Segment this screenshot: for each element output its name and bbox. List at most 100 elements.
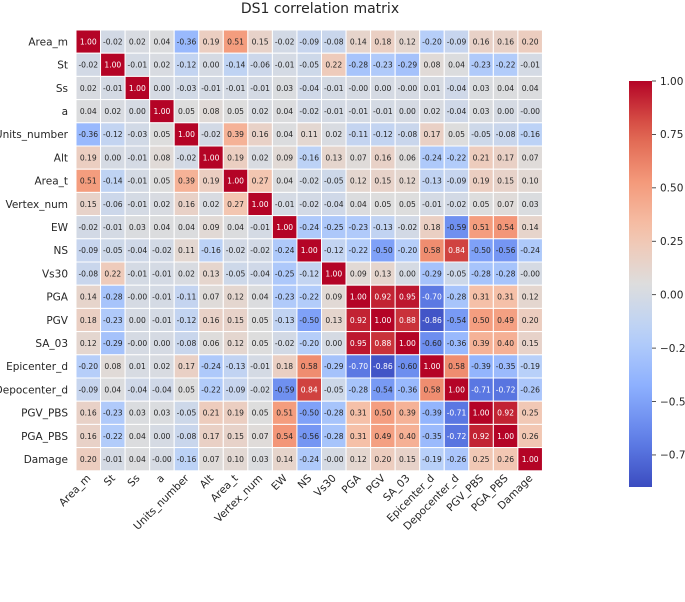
cell-value-label: -0.09 (226, 385, 246, 394)
y-tick-label: Epicenter_d (6, 361, 68, 373)
cell-value-label: -0.05 (103, 246, 123, 255)
cell-value-label: 0.16 (374, 153, 391, 162)
cell-value-label: -0.12 (103, 130, 123, 139)
cell-value-label: -0.01 (348, 107, 368, 116)
cell-value-label: 0.05 (153, 130, 170, 139)
y-tick-label: Units_number (0, 129, 69, 141)
cell-value-label: -0.01 (103, 455, 123, 464)
cell-value-label: 0.02 (252, 153, 269, 162)
y-tick-label: SA_03 (35, 338, 68, 350)
colorbar-tick-label: 0.25 (660, 236, 683, 248)
cell-value-label: 0.14 (522, 223, 539, 232)
cell-value-label: 0.03 (473, 107, 490, 116)
cell-value-label: 0.12 (80, 339, 97, 348)
cell-value-label: 1.00 (325, 269, 342, 278)
cell-value-label: -0.39 (422, 409, 442, 418)
cell-value-label: -0.01 (152, 293, 172, 302)
cell-value-label: 0.04 (350, 200, 367, 209)
cell-value-label: -0.04 (128, 246, 148, 255)
cell-value-label: 0.03 (252, 455, 269, 464)
cell-value-label: -0.20 (398, 246, 418, 255)
cell-value-label: -0.35 (422, 432, 442, 441)
cell-value-label: 0.07 (203, 455, 220, 464)
cell-value-label: 0.58 (424, 246, 441, 255)
cell-value-label: -0.23 (471, 61, 491, 70)
cell-value-label: 0.01 (424, 84, 441, 93)
cell-value-label: 0.21 (473, 153, 490, 162)
y-tick-label: PGV (46, 315, 68, 327)
cell-value-label: 0.54 (497, 223, 514, 232)
cell-value-label: -0.54 (373, 385, 393, 394)
cell-value-label: 0.16 (203, 316, 220, 325)
cell-value-label: -0.70 (422, 293, 442, 302)
y-tick-label: Damage (24, 454, 68, 466)
cell-value-label: 0.08 (104, 362, 121, 371)
cell-value-label: 0.40 (497, 339, 514, 348)
cell-value-label: 0.17 (203, 432, 220, 441)
cell-value-label: 0.05 (252, 409, 269, 418)
cell-value-label: 0.92 (350, 316, 367, 325)
cell-value-label: -0.50 (471, 246, 491, 255)
cell-value-label: -0.04 (128, 385, 148, 394)
cell-value-label: -0.72 (496, 385, 516, 394)
cell-value-label: 0.02 (203, 200, 220, 209)
cell-value-label: -0.72 (447, 432, 467, 441)
cell-value-label: 0.51 (473, 223, 490, 232)
cell-value-label: 0.04 (153, 223, 170, 232)
cell-value-label: 0.19 (203, 177, 220, 186)
cell-value-label: 0.05 (178, 107, 195, 116)
cell-value-label: 0.18 (276, 362, 293, 371)
cell-value-label: 0.40 (399, 432, 416, 441)
cell-value-label: 0.17 (497, 153, 514, 162)
cell-value-label: -0.05 (226, 269, 246, 278)
cell-value-label: -0.05 (447, 269, 467, 278)
cell-value-label: 0.25 (522, 409, 539, 418)
cell-value-label: -0.23 (373, 61, 393, 70)
cell-value-label: -0.09 (447, 177, 467, 186)
cell-value-label: 0.14 (276, 455, 293, 464)
cell-value-label: -0.19 (520, 362, 540, 371)
cell-value-label: 0.84 (448, 246, 465, 255)
cell-value-label: -0.56 (299, 432, 319, 441)
cell-value-label: 0.84 (301, 385, 318, 394)
cell-value-label: 0.05 (153, 177, 170, 186)
cell-value-label: 0.27 (252, 177, 269, 186)
cell-value-label: -0.04 (324, 200, 344, 209)
cell-value-label: 0.02 (153, 61, 170, 70)
cell-value-label: 0.03 (129, 223, 146, 232)
cell-value-label: 1.00 (252, 200, 269, 209)
cell-value-label: 0.09 (276, 153, 293, 162)
cell-value-label: -0.28 (447, 293, 467, 302)
cell-value-label: 0.00 (129, 107, 146, 116)
cell-value-label: 0.19 (80, 153, 97, 162)
cell-value-label: 0.07 (350, 153, 367, 162)
colorbar-tick-label: −0.50 (660, 396, 685, 408)
cell-value-label: 0.16 (178, 200, 195, 209)
x-tick-label: Ss (125, 472, 142, 489)
cell-value-label: -0.24 (422, 153, 442, 162)
cell-value-label: 1.00 (276, 223, 293, 232)
x-tick-label: Alt (198, 472, 217, 491)
cell-value-label: 1.00 (350, 293, 367, 302)
cell-value-label: -0.12 (324, 246, 344, 255)
cell-value-label: -0.00 (398, 84, 418, 93)
cell-value-label: 0.05 (252, 339, 269, 348)
cell-value-label: -0.00 (152, 455, 172, 464)
cell-value-label: -0.36 (177, 37, 197, 46)
cell-value-label: 0.31 (350, 432, 367, 441)
cell-value-label: 0.00 (399, 107, 416, 116)
cell-value-label: 0.95 (399, 293, 416, 302)
cell-value-label: -0.08 (324, 37, 344, 46)
colorbar-tick-label: 0.00 (660, 289, 683, 301)
cell-value-label: 0.04 (252, 293, 269, 302)
cell-value-label: -0.02 (250, 246, 270, 255)
y-tick-label: Vs30 (42, 268, 68, 280)
cell-value-label: -0.39 (471, 362, 491, 371)
cell-value-label: 0.02 (424, 107, 441, 116)
cell-value-label: 0.26 (522, 432, 539, 441)
cell-value-label: -0.02 (177, 153, 197, 162)
cell-value-label: 1.00 (301, 246, 318, 255)
y-tick-label: NS (53, 245, 68, 257)
cell-value-label: -0.01 (128, 153, 148, 162)
